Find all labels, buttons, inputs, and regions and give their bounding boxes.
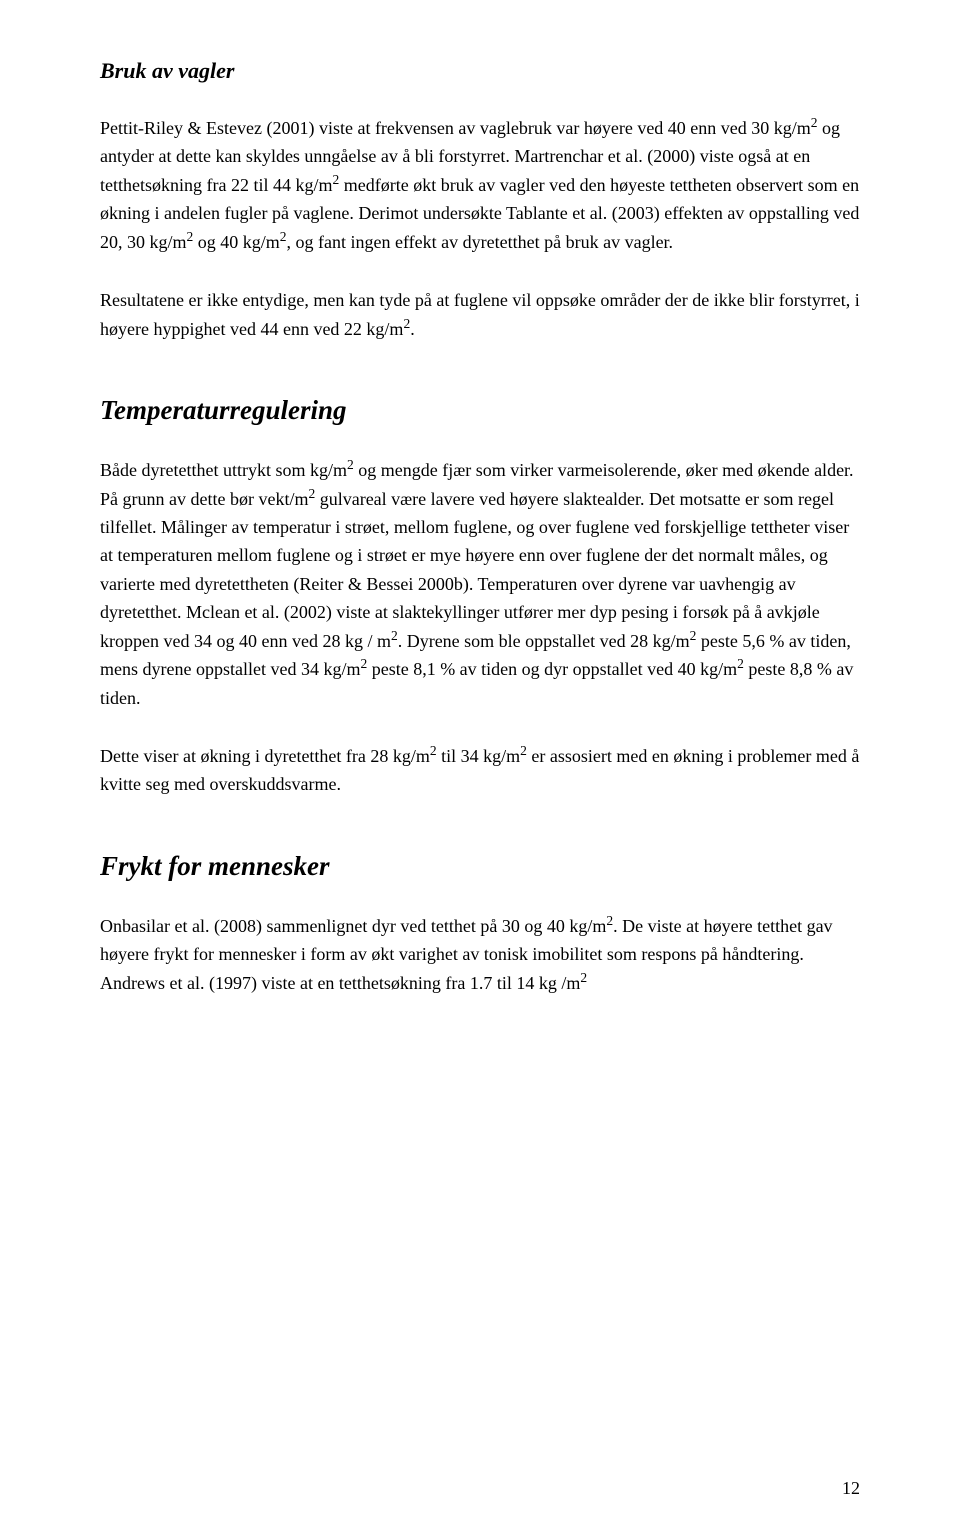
paragraph: Resultatene er ikke entydige, men kan ty… [100,286,860,343]
paragraph: Pettit-Riley & Estevez (2001) viste at f… [100,114,860,256]
page: Bruk av vagler Pettit-Riley & Estevez (2… [0,0,960,1529]
heading-frykt: Frykt for mennesker [100,851,860,882]
page-number: 12 [842,1478,860,1499]
paragraph: Både dyretetthet uttrykt som kg/m2 og me… [100,456,860,712]
section-frykt: Frykt for mennesker Onbasilar et al. (20… [100,851,860,997]
section-temperaturregulering: Temperaturregulering Både dyretetthet ut… [100,395,860,799]
paragraph: Onbasilar et al. (2008) sammenlignet dyr… [100,912,860,997]
heading-vagler: Bruk av vagler [100,58,860,84]
paragraph: Dette viser at økning i dyretetthet fra … [100,742,860,799]
heading-temperaturregulering: Temperaturregulering [100,395,860,426]
section-vagler: Bruk av vagler Pettit-Riley & Estevez (2… [100,58,860,343]
